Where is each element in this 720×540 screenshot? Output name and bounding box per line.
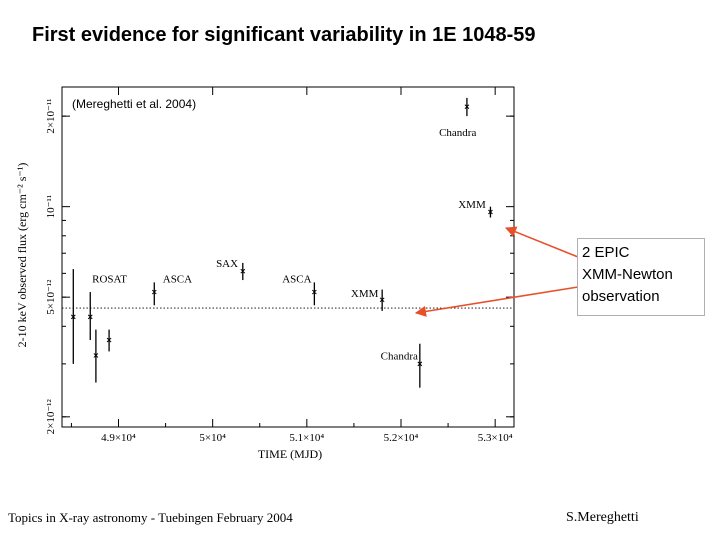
slide-title: First evidence for significant variabili… <box>32 24 536 46</box>
point-label: ASCA <box>163 273 192 285</box>
data-point <box>312 289 317 295</box>
data-point <box>240 268 246 274</box>
axes-layer: 4.9×10⁴ 5×10⁴ 5.1×10⁴ 5.2×10⁴ 5.3×10⁴ 2×10⁻¹²… <box>45 87 514 444</box>
data-point <box>70 314 76 320</box>
x-tick-label: 5×10⁴ <box>199 432 226 444</box>
marks-layer: ROSAT ASCA SAX ASCA XMM Chandra XMM Chandra <box>70 97 493 388</box>
data-point <box>87 314 93 320</box>
epic-callout-box: 2 EPIC XMM-Newton observation <box>577 238 705 316</box>
callout-line: 2 EPIC <box>582 244 630 261</box>
data-point <box>464 104 470 110</box>
x-tick-label: 5.1×10⁴ <box>289 432 324 444</box>
callout-arrow-xmm-2 <box>504 226 579 258</box>
point-label: ROSAT <box>92 273 127 285</box>
footer-author: S.Mereghetti <box>566 510 639 525</box>
point-label: Chandra <box>439 127 476 139</box>
x-tick-label: 5.2×10⁴ <box>384 432 419 444</box>
data-point <box>488 209 493 215</box>
data-point <box>106 337 112 343</box>
callout-line: observation <box>582 288 660 305</box>
data-point <box>151 289 157 295</box>
x-tick-label: 5.3×10⁴ <box>478 432 513 444</box>
data-point <box>93 353 99 358</box>
y-axis-label: 2-10 keV observed flux (erg cm⁻² s⁻¹) <box>15 163 29 348</box>
callout-line: XMM-Newton <box>582 266 673 283</box>
chart-annotation: (Mereghetti et al. 2004) <box>72 97 196 111</box>
x-tick-label: 4.9×10⁴ <box>101 432 136 444</box>
y-tick-label: 5×10⁻¹² <box>45 279 57 315</box>
point-label: XMM <box>351 288 379 300</box>
callout-arrow-xmm-1 <box>414 286 579 317</box>
data-point <box>379 297 385 303</box>
footer-left: Topics in X-ray astronomy - Tuebingen Fe… <box>8 510 293 525</box>
point-label: ASCA <box>282 273 311 285</box>
point-label: SAX <box>216 258 238 270</box>
x-axis-label: TIME (MJD) <box>258 447 322 461</box>
y-tick-label: 2×10⁻¹¹ <box>45 99 57 134</box>
y-tick-label: 10⁻¹¹ <box>45 195 57 218</box>
y-tick-label: 2×10⁻¹² <box>45 399 57 435</box>
plot-frame <box>61 86 515 428</box>
point-label: Chandra <box>381 351 418 363</box>
data-point <box>417 361 423 367</box>
point-label: XMM <box>458 199 486 211</box>
